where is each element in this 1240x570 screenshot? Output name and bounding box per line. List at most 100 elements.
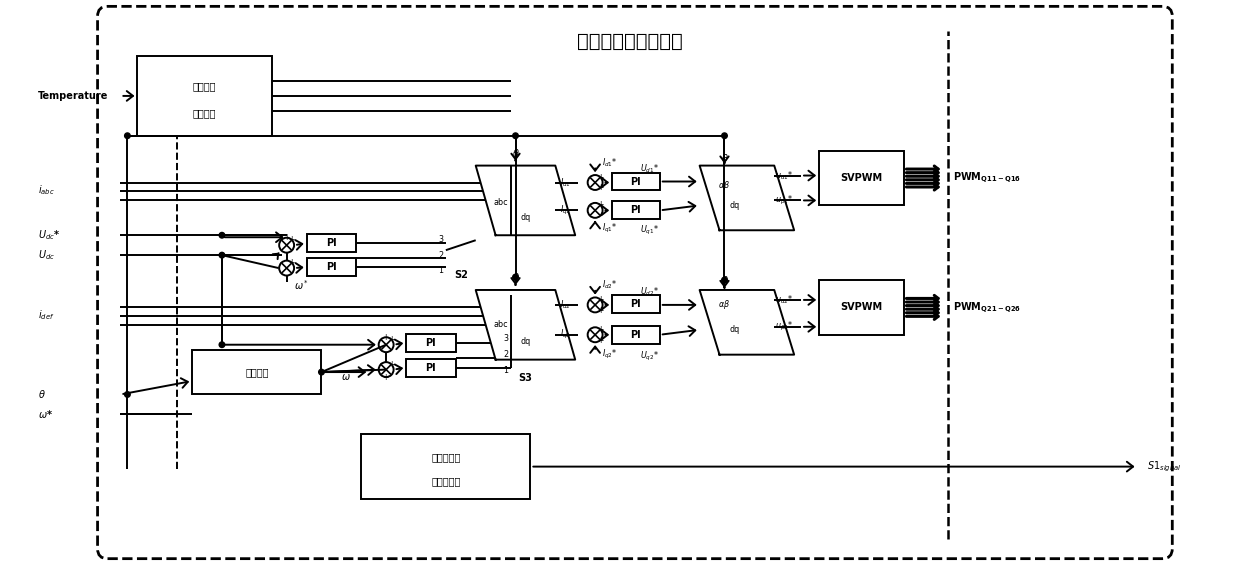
Polygon shape (699, 290, 794, 355)
Text: $U_{q2}$*: $U_{q2}$* (640, 350, 660, 363)
Text: $I_{q1}$: $I_{q1}$ (559, 204, 570, 217)
Text: $U_{q1}$*: $U_{q1}$* (640, 223, 660, 237)
Text: $I_{d1}$: $I_{d1}$ (559, 176, 570, 189)
Bar (192, 349, 321, 394)
Text: $u_{\beta 2}$*: $u_{\beta 2}$* (775, 320, 794, 333)
Text: $u_{\alpha 2}$*: $u_{\alpha 2}$* (775, 294, 794, 306)
Text: +: + (388, 335, 394, 344)
Text: S2: S2 (454, 270, 467, 280)
Text: $I_{q2}$: $I_{q2}$ (559, 328, 570, 341)
Text: Temperature: Temperature (38, 91, 108, 101)
Text: PI: PI (631, 299, 641, 309)
Circle shape (512, 133, 518, 139)
Text: +: + (596, 336, 604, 345)
Text: 速度计算: 速度计算 (246, 367, 269, 377)
Text: S3: S3 (518, 373, 532, 382)
Text: $I_{d1}$*: $I_{d1}$* (603, 156, 618, 169)
Bar (613, 295, 660, 313)
Text: PI: PI (425, 363, 436, 373)
Text: +: + (382, 373, 389, 381)
Text: 达发电转速: 达发电转速 (432, 476, 460, 486)
Bar (820, 150, 904, 205)
Text: 2: 2 (438, 251, 444, 260)
Text: 2: 2 (503, 350, 508, 359)
Text: 起动发电系统控制器: 起动发电系统控制器 (577, 32, 683, 51)
Text: $I_{d2}$: $I_{d2}$ (559, 299, 570, 311)
Bar (613, 326, 660, 344)
Bar (306, 258, 356, 276)
Text: PI: PI (631, 177, 641, 186)
Text: dq: dq (521, 337, 531, 346)
Circle shape (125, 392, 130, 397)
Text: $U_{d1}$*: $U_{d1}$* (640, 162, 660, 175)
Text: $\theta$: $\theta$ (512, 146, 520, 158)
Bar (405, 334, 456, 352)
Bar (361, 434, 531, 499)
Text: $\omega$: $\omega$ (341, 372, 351, 381)
Text: +: + (596, 306, 604, 315)
Text: $S1_{signal}$: $S1_{signal}$ (1147, 459, 1182, 474)
Text: +: + (596, 325, 604, 334)
Text: +: + (596, 201, 604, 209)
Text: +: + (289, 258, 295, 267)
Polygon shape (476, 290, 575, 360)
Bar (613, 201, 660, 219)
Text: $u_{\beta 1}$*: $u_{\beta 1}$* (775, 194, 794, 207)
Text: $\theta$: $\theta$ (720, 152, 728, 164)
FancyBboxPatch shape (98, 6, 1172, 559)
Circle shape (722, 133, 728, 139)
Text: 检测是否: 检测是否 (192, 82, 216, 91)
Text: SVPWM: SVPWM (841, 303, 883, 312)
Circle shape (219, 342, 224, 348)
Text: -: - (280, 258, 283, 267)
Text: $i_{def}$: $i_{def}$ (38, 308, 55, 321)
Text: $u_{\alpha 1}$*: $u_{\alpha 1}$* (775, 169, 794, 182)
Bar (138, 56, 272, 136)
Text: +: + (289, 235, 295, 244)
Text: $\alpha\beta$: $\alpha\beta$ (718, 179, 730, 192)
Text: $\alpha\beta$: $\alpha\beta$ (718, 299, 730, 311)
Text: PI: PI (326, 238, 337, 248)
Text: +: + (596, 173, 604, 181)
Text: +: + (596, 295, 604, 304)
Text: PI: PI (631, 330, 641, 340)
Text: 3: 3 (503, 334, 508, 343)
Polygon shape (476, 165, 575, 235)
Bar (613, 173, 660, 190)
Text: $U_{dc}$: $U_{dc}$ (38, 249, 55, 262)
Text: PI: PI (326, 262, 337, 272)
Text: abc: abc (494, 198, 508, 207)
Text: $I_{q2}$*: $I_{q2}$* (603, 348, 618, 361)
Text: $\mathbf{PWM_{Q11-Q16}}$: $\mathbf{PWM_{Q11-Q16}}$ (954, 171, 1022, 185)
Bar (405, 359, 456, 377)
Circle shape (722, 277, 728, 283)
Bar (306, 234, 356, 252)
Text: +: + (382, 333, 389, 342)
Text: SVPWM: SVPWM (841, 173, 883, 183)
Text: +: + (283, 233, 289, 242)
Circle shape (219, 233, 224, 238)
Text: PI: PI (631, 205, 641, 215)
Text: 发生故障: 发生故障 (192, 108, 216, 119)
Text: $\mathbf{PWM_{Q21-Q26}}$: $\mathbf{PWM_{Q21-Q26}}$ (954, 300, 1022, 315)
Text: $I_{d2}$*: $I_{d2}$* (603, 279, 618, 291)
Bar (820, 280, 904, 335)
Text: $\theta$: $\theta$ (720, 274, 728, 286)
Text: dq: dq (729, 201, 739, 210)
Text: 判断是否到: 判断是否到 (432, 452, 460, 462)
Text: $I_{q1}$*: $I_{q1}$* (603, 222, 618, 235)
Text: $U_{dc}$*: $U_{dc}$* (38, 229, 61, 242)
Text: dq: dq (521, 213, 531, 222)
Text: +: + (596, 184, 604, 193)
Text: 3: 3 (439, 235, 444, 244)
Text: $U_{d2}$*: $U_{d2}$* (640, 286, 660, 298)
Text: $\omega$*: $\omega$* (38, 408, 53, 420)
Text: $\theta$: $\theta$ (512, 271, 520, 283)
Circle shape (219, 253, 224, 258)
Text: $\theta$: $\theta$ (38, 389, 46, 401)
Polygon shape (699, 165, 794, 230)
Text: $i_{abc}$: $i_{abc}$ (38, 184, 55, 197)
Text: +: + (388, 360, 394, 369)
Text: $\omega^*$: $\omega^*$ (294, 278, 309, 292)
Circle shape (125, 133, 130, 139)
